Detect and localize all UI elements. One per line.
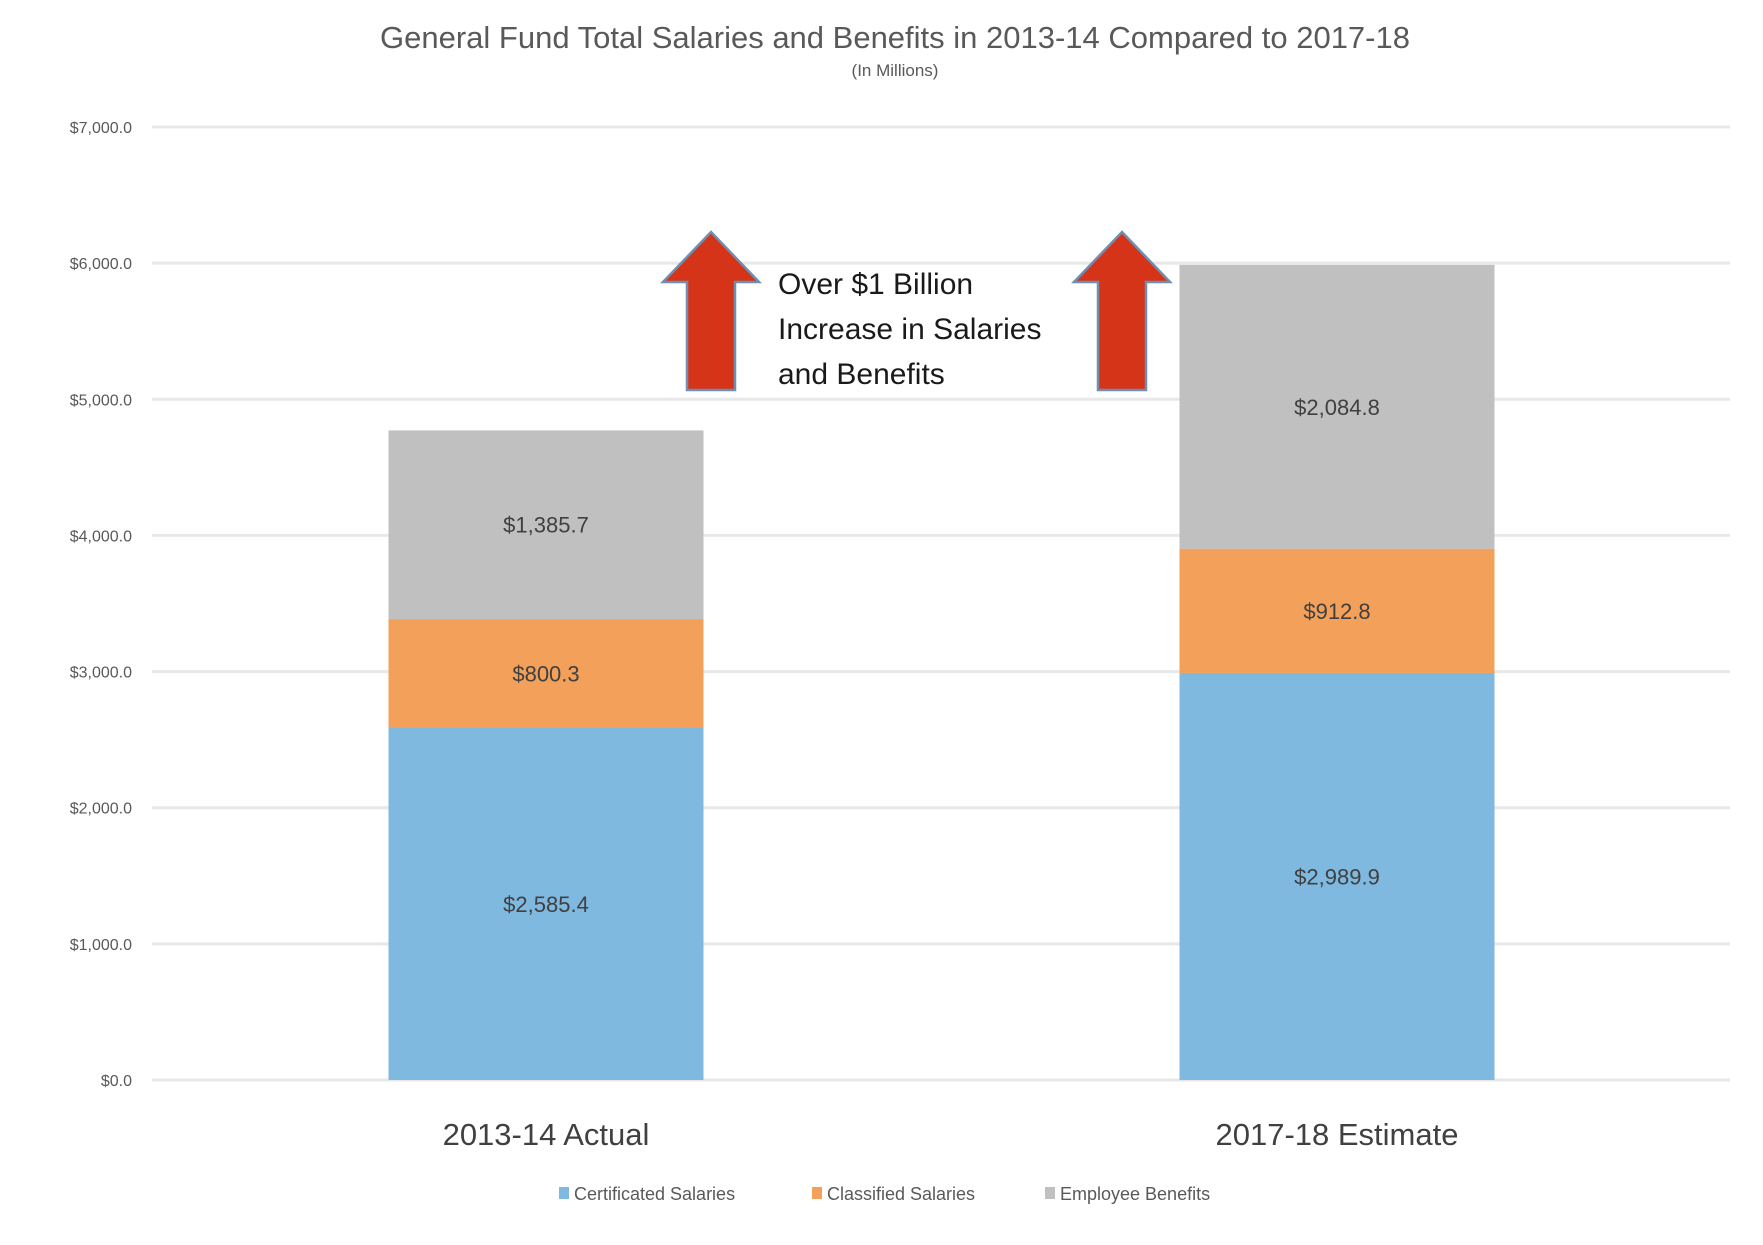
y-tick-label: $1,000.0 <box>70 937 132 954</box>
y-tick-label: $0.0 <box>101 1073 132 1090</box>
legend-swatch <box>559 1187 569 1199</box>
x-tick-label: 2013-14 Actual <box>443 1117 650 1152</box>
legend: Certificated Salaries Classified Salaries… <box>559 1184 1210 1204</box>
legend-swatch <box>1045 1187 1055 1199</box>
annotation-text: Increase in Salaries <box>778 313 1041 346</box>
bar-segment-classified-salaries <box>388 619 704 729</box>
up-arrow-icon <box>1071 230 1173 392</box>
y-tick-label: $7,000.0 <box>70 120 132 137</box>
annotation: Over $1 Billion Increase in Salaries and B… <box>660 230 1173 392</box>
legend-label: Certificated Salaries <box>574 1184 735 1204</box>
chart-subtitle: (In Millions) <box>852 61 939 80</box>
annotation-text: Over $1 Billion <box>778 268 973 301</box>
bar-segment-certificated-salaries <box>1179 672 1495 1080</box>
y-tick-label: $3,000.0 <box>70 665 132 682</box>
data-label: $800.3 <box>512 662 579 687</box>
legend-label: Employee Benefits <box>1060 1184 1210 1204</box>
chart-title: General Fund Total Salaries and Benefits… <box>380 20 1410 55</box>
data-label: $912.8 <box>1303 599 1370 624</box>
segment-labels: $2,585.4 $800.3 $1,385.7 $2,989.9 $912.8 $2,0… <box>503 395 1380 917</box>
legend-swatch <box>812 1187 822 1199</box>
legend-label: Classified Salaries <box>827 1184 975 1204</box>
bar-segment-classified-salaries <box>1179 548 1495 673</box>
bar-segment-employee-benefits <box>388 430 704 620</box>
data-label: $2,989.9 <box>1294 864 1380 889</box>
y-tick-label: $5,000.0 <box>70 392 132 409</box>
data-label: $2,084.8 <box>1294 395 1380 420</box>
annotation-text: and Benefits <box>778 358 945 391</box>
y-tick-label: $2,000.0 <box>70 801 132 818</box>
bar-segment-certificated-salaries <box>388 728 704 1080</box>
data-label: $2,585.4 <box>503 892 589 917</box>
bars <box>388 264 1495 1080</box>
bar-segment-employee-benefits <box>1179 264 1495 549</box>
data-label: $1,385.7 <box>503 513 589 538</box>
y-axis-ticks: $0.0 $1,000.0 $2,000.0 $3,000.0 $4,000.0 $5,0… <box>70 120 132 1090</box>
up-arrow-icon <box>660 230 762 392</box>
x-tick-label: 2017-18 Estimate <box>1216 1117 1459 1152</box>
y-tick-label: $6,000.0 <box>70 256 132 273</box>
y-tick-label: $4,000.0 <box>70 528 132 545</box>
x-axis-ticks: 2013-14 Actual 2017-18 Estimate <box>443 1117 1459 1152</box>
